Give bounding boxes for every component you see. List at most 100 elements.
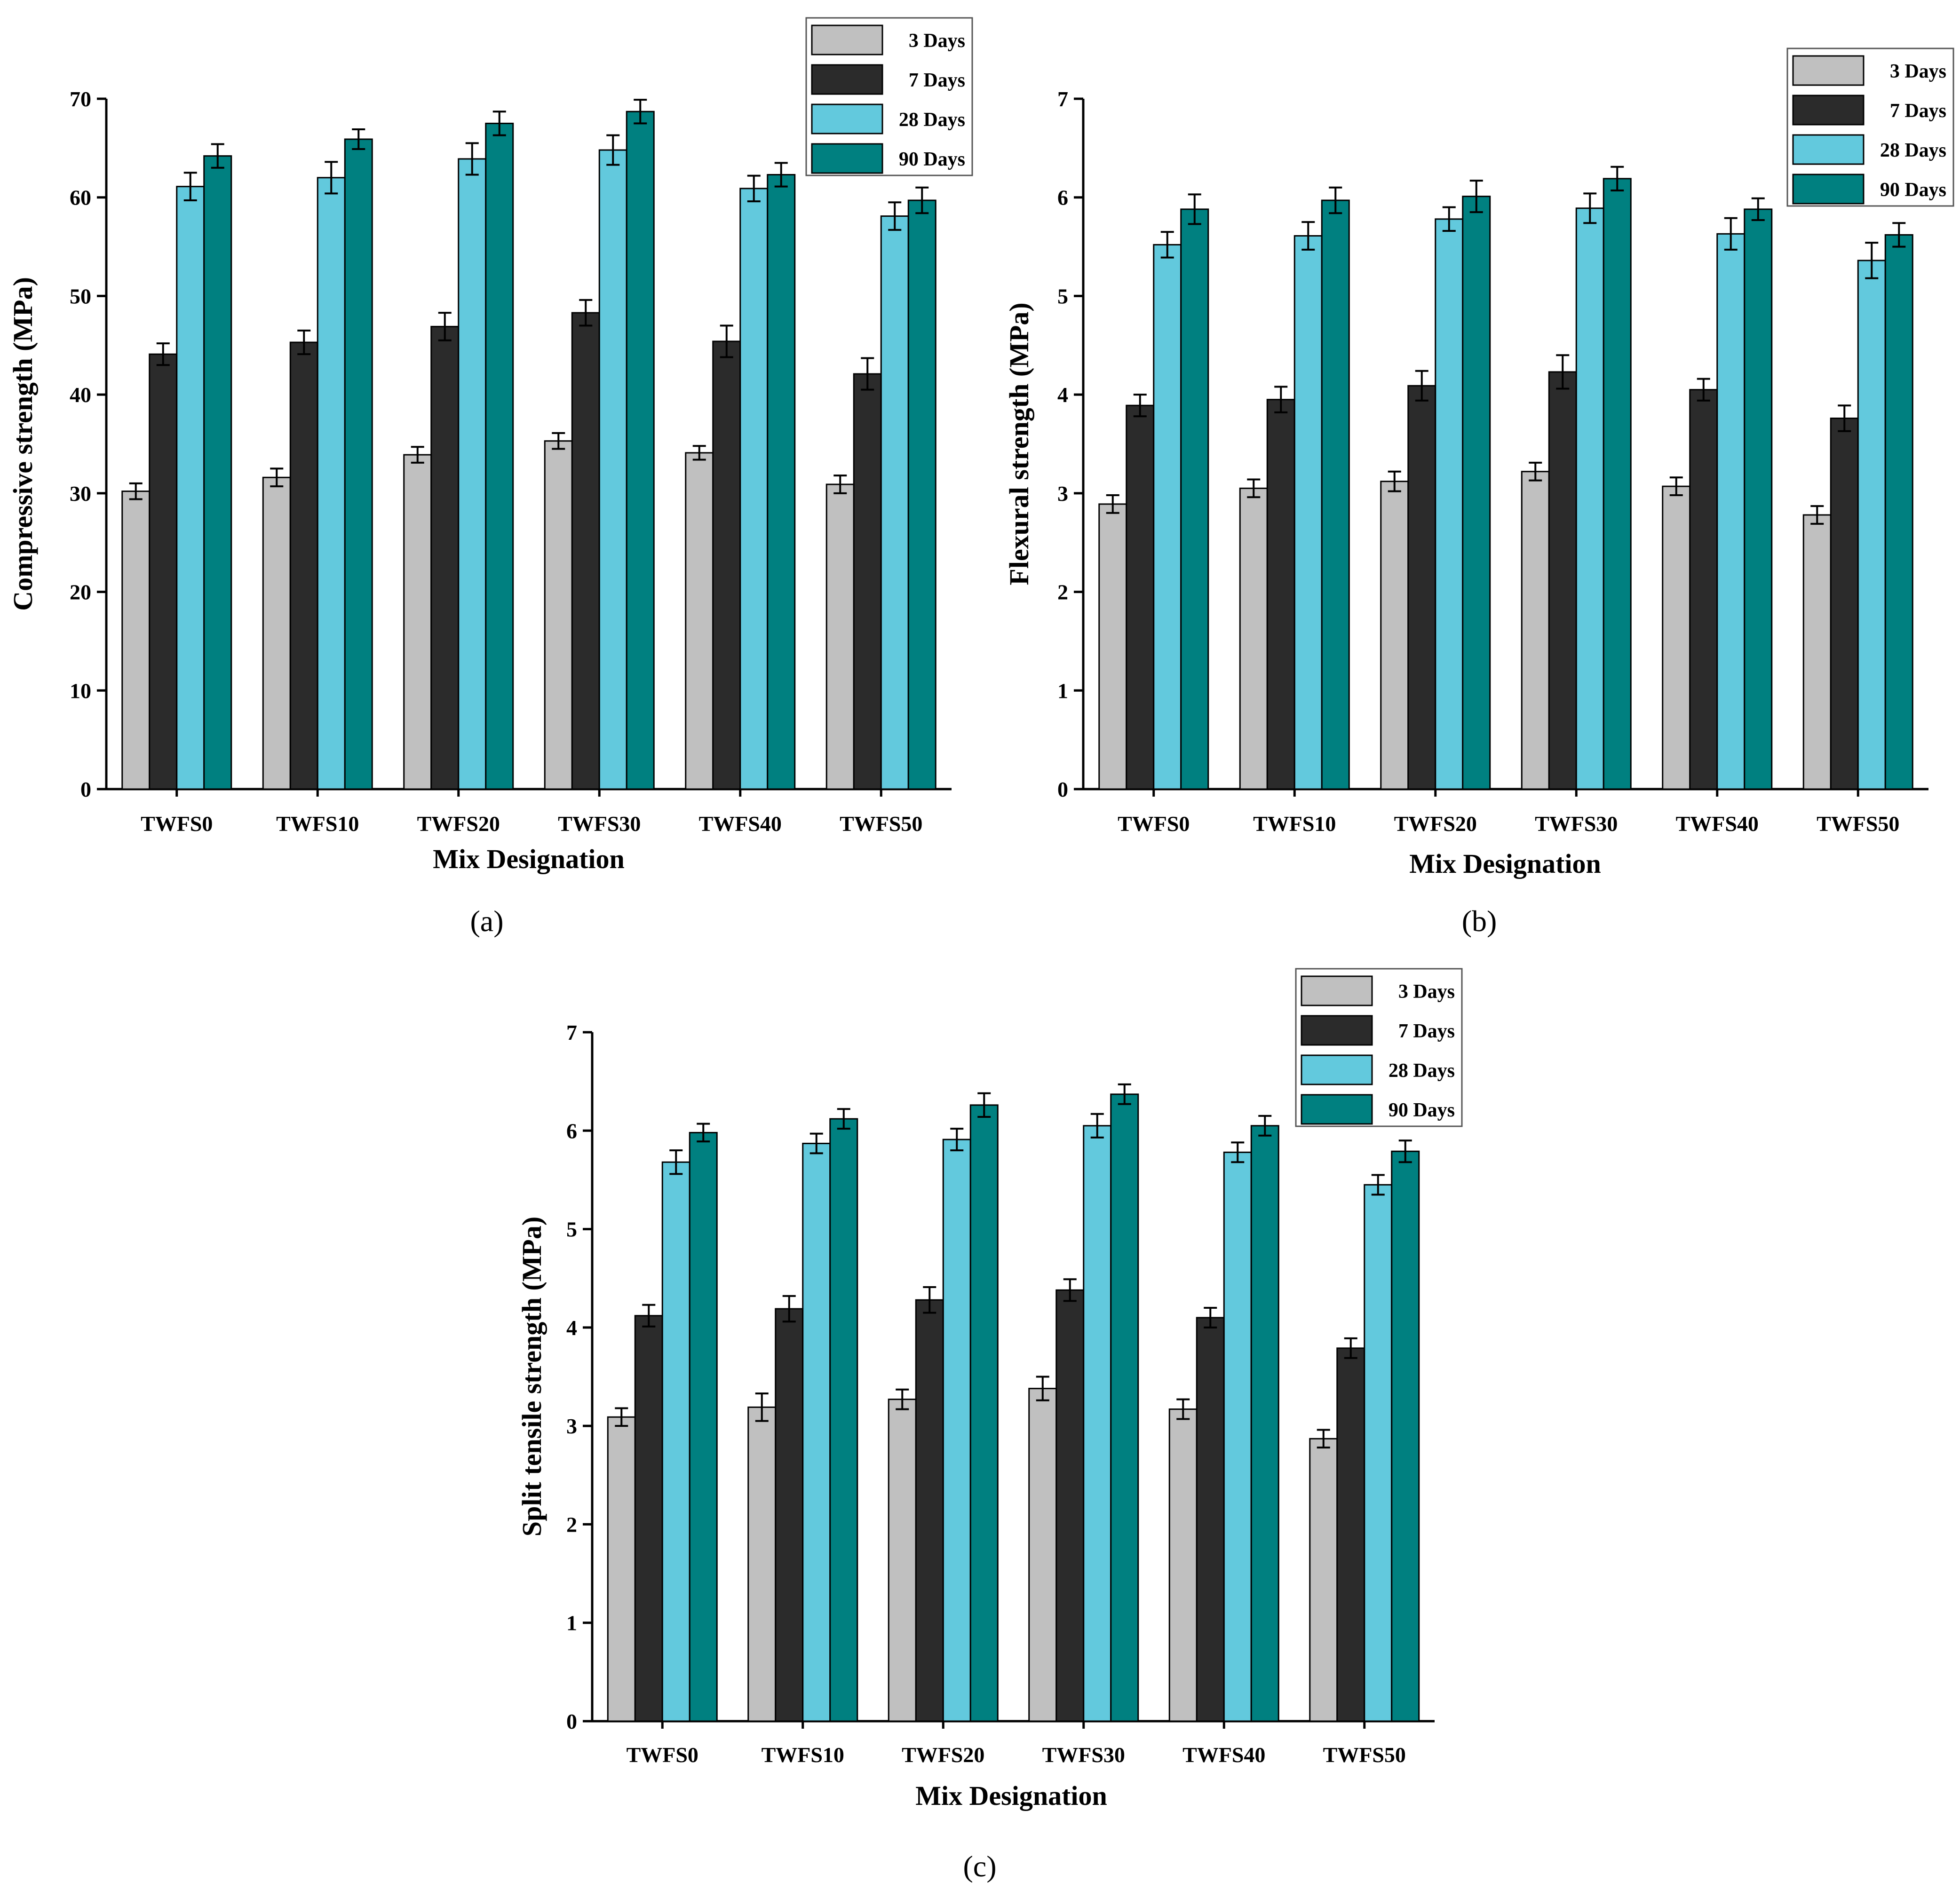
bar-28-days-twfs10 — [317, 177, 346, 790]
error-bar — [833, 474, 847, 494]
bar-3-days-twfs50 — [825, 483, 855, 790]
legend-swatch — [811, 24, 883, 55]
bar-7-days-twfs20 — [1407, 385, 1436, 790]
legend-label: 28 Days — [899, 109, 965, 131]
error-bar — [1118, 1083, 1131, 1105]
error-bar — [1176, 1398, 1190, 1420]
x-axis-title: Mix Designation — [915, 1780, 1107, 1811]
error-bar — [692, 445, 706, 461]
bar-3-days-twfs40 — [1168, 1408, 1198, 1722]
error-bar — [1247, 478, 1261, 498]
error-bar — [809, 1132, 823, 1155]
bar-7-days-twfs30 — [571, 312, 600, 790]
x-ticks-a: TWFS0 TWFS10 TWFS20 TWFS30 TWFS40 TWFS50 — [141, 789, 922, 836]
bar-28-days-twfs0 — [176, 186, 205, 790]
bar-7-days-twfs50 — [853, 373, 882, 790]
bar-7-days-twfs50 — [1336, 1347, 1365, 1722]
x-tick-label: TWFS0 — [1118, 812, 1190, 836]
y-tick-label: 6 — [1057, 186, 1068, 210]
error-bar — [697, 1123, 710, 1143]
y-tick-label: 30 — [70, 482, 91, 506]
legend-swatch — [811, 143, 883, 174]
bar-90-days-twfs10 — [1321, 199, 1350, 790]
bar-3-days-twfs10 — [1239, 487, 1268, 790]
bar-90-days-twfs20 — [1462, 196, 1491, 790]
legend-swatch — [811, 64, 883, 95]
bar-3-days-twfs50 — [1802, 514, 1832, 790]
bar-7-days-twfs10 — [775, 1308, 804, 1722]
bar-7-days-twfs40 — [1689, 389, 1718, 790]
x-tick-label: TWFS10 — [276, 812, 359, 836]
error-bar — [669, 1149, 683, 1175]
error-bar — [1611, 166, 1624, 192]
bar-3-days-twfs0 — [607, 1416, 636, 1722]
bar-28-days-twfs20 — [942, 1139, 971, 1722]
legend-swatch — [1301, 1094, 1373, 1125]
error-bar — [1892, 222, 1906, 248]
error-bar — [782, 1295, 796, 1323]
error-bar — [837, 1108, 850, 1130]
bar-28-days-twfs30 — [598, 149, 627, 790]
error-bar — [1556, 354, 1570, 390]
error-bar — [1160, 231, 1174, 259]
legend-label: 90 Days — [899, 149, 965, 170]
x-tick-label: TWFS20 — [1394, 812, 1477, 836]
legend-label: 28 Days — [1880, 140, 1946, 161]
bar-7-days-twfs0 — [634, 1315, 663, 1722]
bar-3-days-twfs30 — [1028, 1388, 1057, 1722]
error-bar — [1529, 461, 1542, 482]
y-ticks-a: 0 10 20 30 40 50 60 70 — [70, 87, 106, 801]
bar-28-days-twfs40 — [739, 188, 769, 790]
legend-label: 3 Days — [1890, 61, 1946, 82]
y-tick-label: 5 — [566, 1218, 577, 1242]
bar-7-days-twfs0 — [149, 353, 178, 790]
bar-7-days-twfs10 — [289, 341, 318, 790]
bar-90-days-twfs0 — [1180, 208, 1209, 790]
bar-90-days-twfs30 — [626, 111, 655, 790]
y-tick-label: 0 — [80, 777, 91, 801]
y-tick-label: 0 — [1057, 777, 1068, 801]
error-bar — [411, 446, 424, 464]
bar-90-days-twfs30 — [1110, 1093, 1139, 1722]
error-bar — [861, 357, 874, 391]
bar-28-days-twfs10 — [1293, 235, 1323, 790]
bar-28-days-twfs40 — [1223, 1151, 1252, 1722]
error-bar — [1669, 476, 1683, 497]
legend-label: 3 Days — [1398, 981, 1455, 1003]
y-tick-label: 10 — [70, 679, 91, 703]
error-bar — [1301, 221, 1315, 251]
y-tick-label: 20 — [70, 580, 91, 604]
legend: 3 Days 7 Days 28 Days 90 Days — [1295, 968, 1463, 1127]
error-bar — [615, 1407, 628, 1427]
error-bar — [634, 99, 647, 125]
error-bar — [1398, 1139, 1412, 1163]
error-bar — [1258, 1115, 1272, 1137]
error-bar — [1388, 470, 1401, 492]
error-bar — [270, 467, 284, 488]
legend-label: 90 Days — [1389, 1099, 1455, 1121]
error-bar — [642, 1304, 656, 1328]
bar-3-days-twfs30 — [544, 440, 573, 790]
y-tick-label: 1 — [1057, 679, 1068, 703]
bar-7-days-twfs0 — [1126, 404, 1155, 790]
legend: 3 Days 7 Days 28 Days 90 Days — [805, 17, 973, 176]
error-bar — [1090, 1113, 1104, 1139]
x-tick-label: TWFS10 — [762, 1743, 844, 1767]
error-bar — [1751, 197, 1765, 221]
x-tick-label: TWFS50 — [840, 812, 922, 836]
error-bar — [156, 342, 170, 366]
bar-90-days-twfs50 — [1884, 234, 1913, 790]
y-tick-label: 70 — [70, 87, 91, 111]
error-bar — [1583, 192, 1597, 224]
x-tick-label: TWFS30 — [558, 812, 641, 836]
error-bar — [129, 482, 143, 500]
error-bar — [325, 161, 338, 195]
y-tick-label: 2 — [1057, 580, 1068, 604]
error-bar — [579, 299, 593, 327]
y-ticks-b: 0 1 2 3 4 5 6 7 — [1057, 87, 1083, 801]
bar-3-days-twfs50 — [1309, 1438, 1338, 1722]
error-bar — [923, 1286, 936, 1314]
error-bar — [1188, 193, 1201, 225]
y-tick-label: 60 — [70, 186, 91, 210]
